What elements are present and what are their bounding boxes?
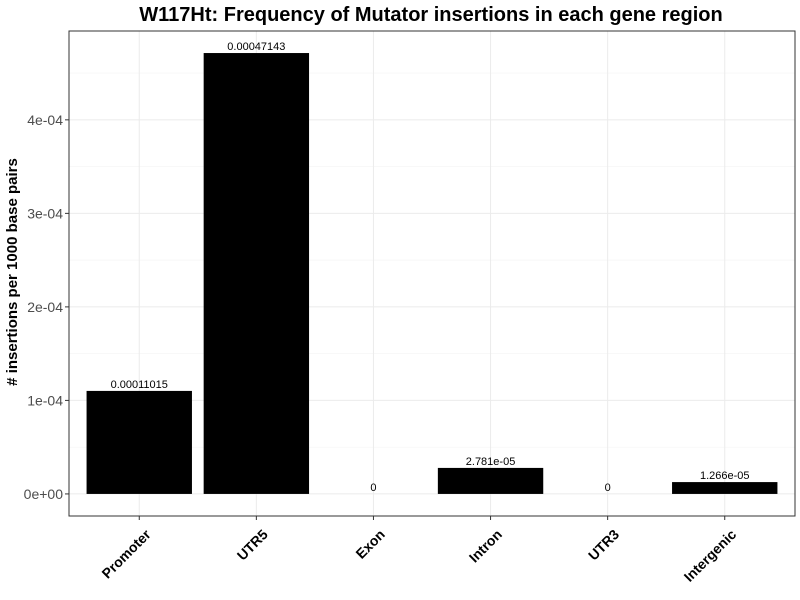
x-tick-label: UTR5 bbox=[234, 526, 271, 563]
bar-intergenic bbox=[672, 482, 778, 494]
y-tick-label: 0e+00 bbox=[24, 486, 64, 502]
y-tick-label: 2e-04 bbox=[27, 299, 63, 315]
x-tick-label: Promoter bbox=[98, 526, 154, 582]
y-axis-label: # insertions per 1000 base pairs bbox=[4, 158, 21, 386]
x-tick-label: Intergenic bbox=[681, 526, 740, 585]
bar-intron bbox=[437, 467, 544, 494]
y-axis: 0e+00 1e-04 2e-04 3e-04 4e-04 bbox=[24, 112, 69, 502]
data-labels: 0.00011015 0.00047143 0 2.781e-05 0 1.266e-05 bbox=[111, 41, 750, 494]
bars bbox=[86, 53, 778, 494]
x-tick-label: UTR3 bbox=[585, 526, 622, 563]
x-tick-label: Exon bbox=[352, 526, 388, 562]
bar-promoter bbox=[86, 390, 192, 494]
x-axis: Promoter UTR5 Exon Intron UTR3 Intergenic bbox=[98, 516, 739, 585]
y-tick-label: 3e-04 bbox=[27, 205, 63, 221]
data-label: 0 bbox=[370, 482, 376, 494]
data-label: 0.00011015 bbox=[111, 379, 168, 391]
bar-utr5 bbox=[203, 53, 310, 494]
y-tick-label: 4e-04 bbox=[27, 112, 63, 128]
panel-border bbox=[68, 30, 796, 517]
chart-title: W117Ht: Frequency of Mutator insertions … bbox=[139, 4, 722, 26]
y-tick-label: 1e-04 bbox=[27, 392, 63, 408]
data-label: 1.266e-05 bbox=[700, 470, 750, 482]
x-tick-label: Intron bbox=[466, 526, 505, 565]
data-label: 0.00047143 bbox=[227, 41, 285, 53]
data-label: 2.781e-05 bbox=[466, 456, 516, 468]
data-label: 0 bbox=[605, 482, 611, 494]
